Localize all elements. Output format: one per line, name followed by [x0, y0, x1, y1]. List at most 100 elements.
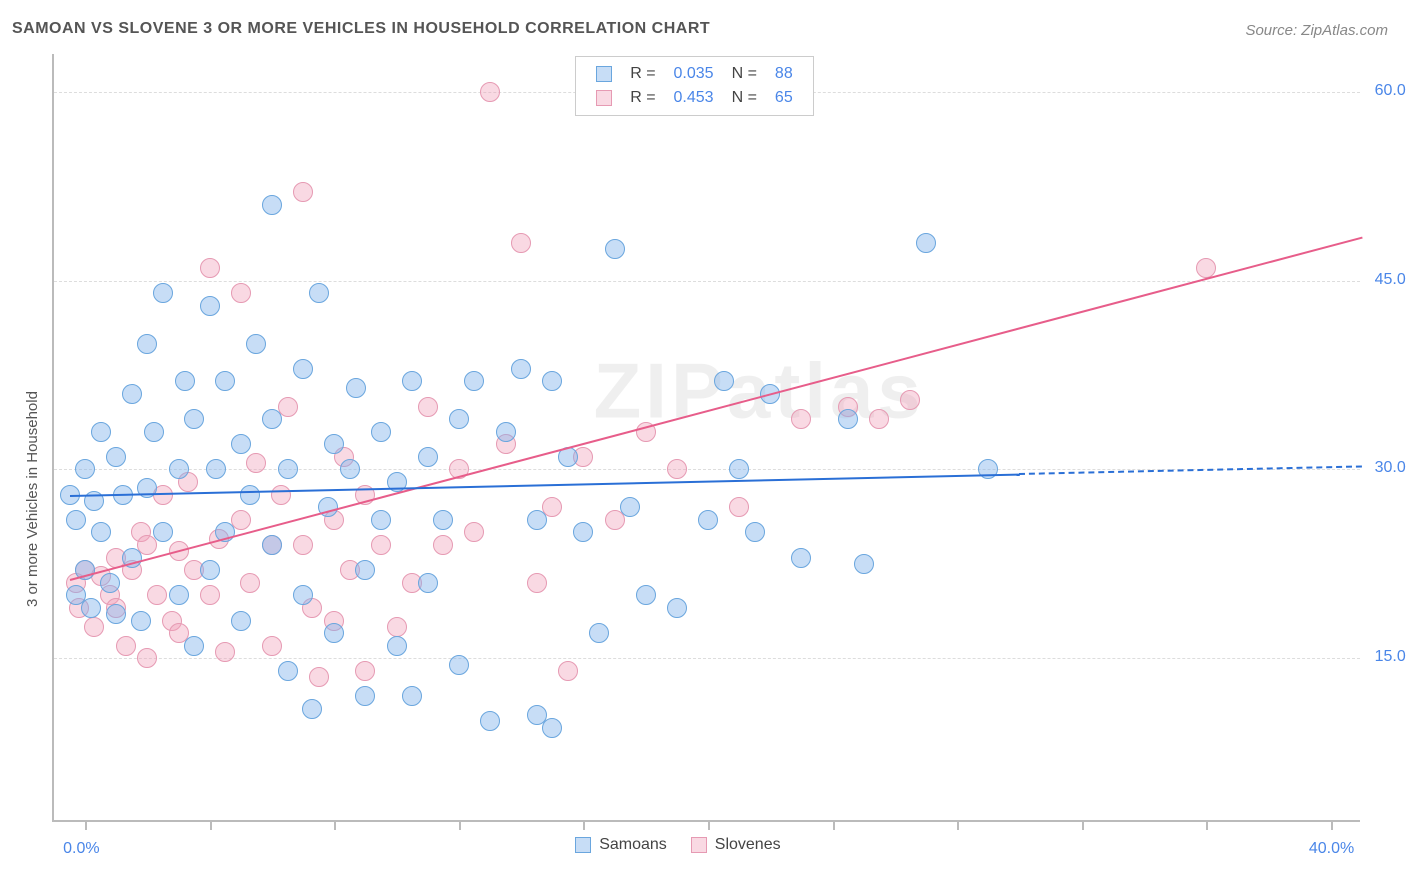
slovene-point — [200, 585, 220, 605]
samoan-point — [169, 585, 189, 605]
samoan-point — [106, 604, 126, 624]
slovene-point — [309, 667, 329, 687]
slovene-point — [246, 453, 266, 473]
slovene-point — [729, 497, 749, 517]
slovene-point — [900, 390, 920, 410]
slovene-point — [667, 459, 687, 479]
samoan-point — [293, 585, 313, 605]
x-tick — [1082, 820, 1084, 830]
slovene-point — [231, 283, 251, 303]
x-tick — [210, 820, 212, 830]
samoan-point — [302, 699, 322, 719]
samoan-point — [169, 459, 189, 479]
samoan-point — [745, 522, 765, 542]
samoan-point — [714, 371, 734, 391]
samoan-point — [605, 239, 625, 259]
samoan-point — [262, 535, 282, 555]
samoan-point — [464, 371, 484, 391]
samoan-point — [589, 623, 609, 643]
samoan-point — [480, 711, 500, 731]
legend-swatch-icon — [575, 837, 591, 853]
samoan-point — [231, 434, 251, 454]
samoan-point — [449, 655, 469, 675]
slovene-point — [480, 82, 500, 102]
y-tick-label: 60.0% — [1375, 82, 1406, 100]
samoan-point — [418, 447, 438, 467]
samoan-point — [402, 686, 422, 706]
samoan-point — [355, 560, 375, 580]
samoan-point — [131, 611, 151, 631]
slovene-point — [433, 535, 453, 555]
legend-n-value: 65 — [767, 87, 801, 109]
x-tick — [1331, 820, 1333, 830]
x-tick — [833, 820, 835, 830]
samoan-point — [278, 661, 298, 681]
slovene-point — [371, 535, 391, 555]
legend-swatch-icon — [691, 837, 707, 853]
legend-r-value: 0.035 — [666, 63, 722, 85]
slovene-point — [293, 182, 313, 202]
samoan-point — [184, 636, 204, 656]
samoan-point — [293, 359, 313, 379]
samoan-point — [66, 510, 86, 530]
slovene-point — [116, 636, 136, 656]
samoan-point — [346, 378, 366, 398]
samoan-point — [91, 522, 111, 542]
legend-n-label: N = — [724, 87, 765, 109]
series-legend: SamoansSlovenes — [575, 836, 780, 854]
gridline — [54, 658, 1360, 659]
samoan-point — [200, 560, 220, 580]
samoan-point — [729, 459, 749, 479]
legend-n-value: 88 — [767, 63, 801, 85]
samoan-point — [542, 718, 562, 738]
samoan-point — [246, 334, 266, 354]
source-credit: Source: ZipAtlas.com — [1245, 22, 1388, 39]
slovene-point — [791, 409, 811, 429]
slovene-point — [240, 573, 260, 593]
legend-row: R =0.035N =88 — [588, 63, 801, 85]
samoan-point — [144, 422, 164, 442]
samoan-point — [200, 296, 220, 316]
samoan-point — [262, 409, 282, 429]
samoan-point — [137, 334, 157, 354]
samoan-point — [449, 409, 469, 429]
legend-swatch-icon — [596, 66, 612, 82]
samoan-point — [854, 554, 874, 574]
samoan-point — [573, 522, 593, 542]
x-tick-label: 0.0% — [63, 840, 99, 858]
samoan-point — [387, 636, 407, 656]
slovene-point — [355, 661, 375, 681]
samoan-point — [838, 409, 858, 429]
y-tick-label: 30.0% — [1375, 459, 1406, 477]
samoan-point — [620, 497, 640, 517]
slovene-point — [869, 409, 889, 429]
legend-series-label: Samoans — [599, 836, 667, 853]
legend-r-label: R = — [622, 87, 663, 109]
slovene-point — [387, 617, 407, 637]
samoan-point — [153, 522, 173, 542]
legend-r-value: 0.453 — [666, 87, 722, 109]
slovene-point — [511, 233, 531, 253]
slovene-point — [558, 661, 578, 681]
x-tick — [85, 820, 87, 830]
x-tick — [957, 820, 959, 830]
samoan-point — [433, 510, 453, 530]
slovene-point — [418, 397, 438, 417]
samoan-point — [278, 459, 298, 479]
samoan-point — [916, 233, 936, 253]
samoan-point — [418, 573, 438, 593]
samoan-point — [371, 510, 391, 530]
slovene-point — [215, 642, 235, 662]
samoan-point — [91, 422, 111, 442]
samoan-point — [262, 195, 282, 215]
slovene-trend-line — [69, 237, 1362, 581]
samoan-point — [324, 434, 344, 454]
samoan-point — [340, 459, 360, 479]
samoan-point — [355, 686, 375, 706]
x-tick-label: 40.0% — [1309, 840, 1354, 858]
samoan-point — [698, 510, 718, 530]
samoan-point — [542, 371, 562, 391]
samoan-point — [206, 459, 226, 479]
y-axis-label: 3 or more Vehicles in Household — [24, 391, 41, 607]
slovene-point — [527, 573, 547, 593]
